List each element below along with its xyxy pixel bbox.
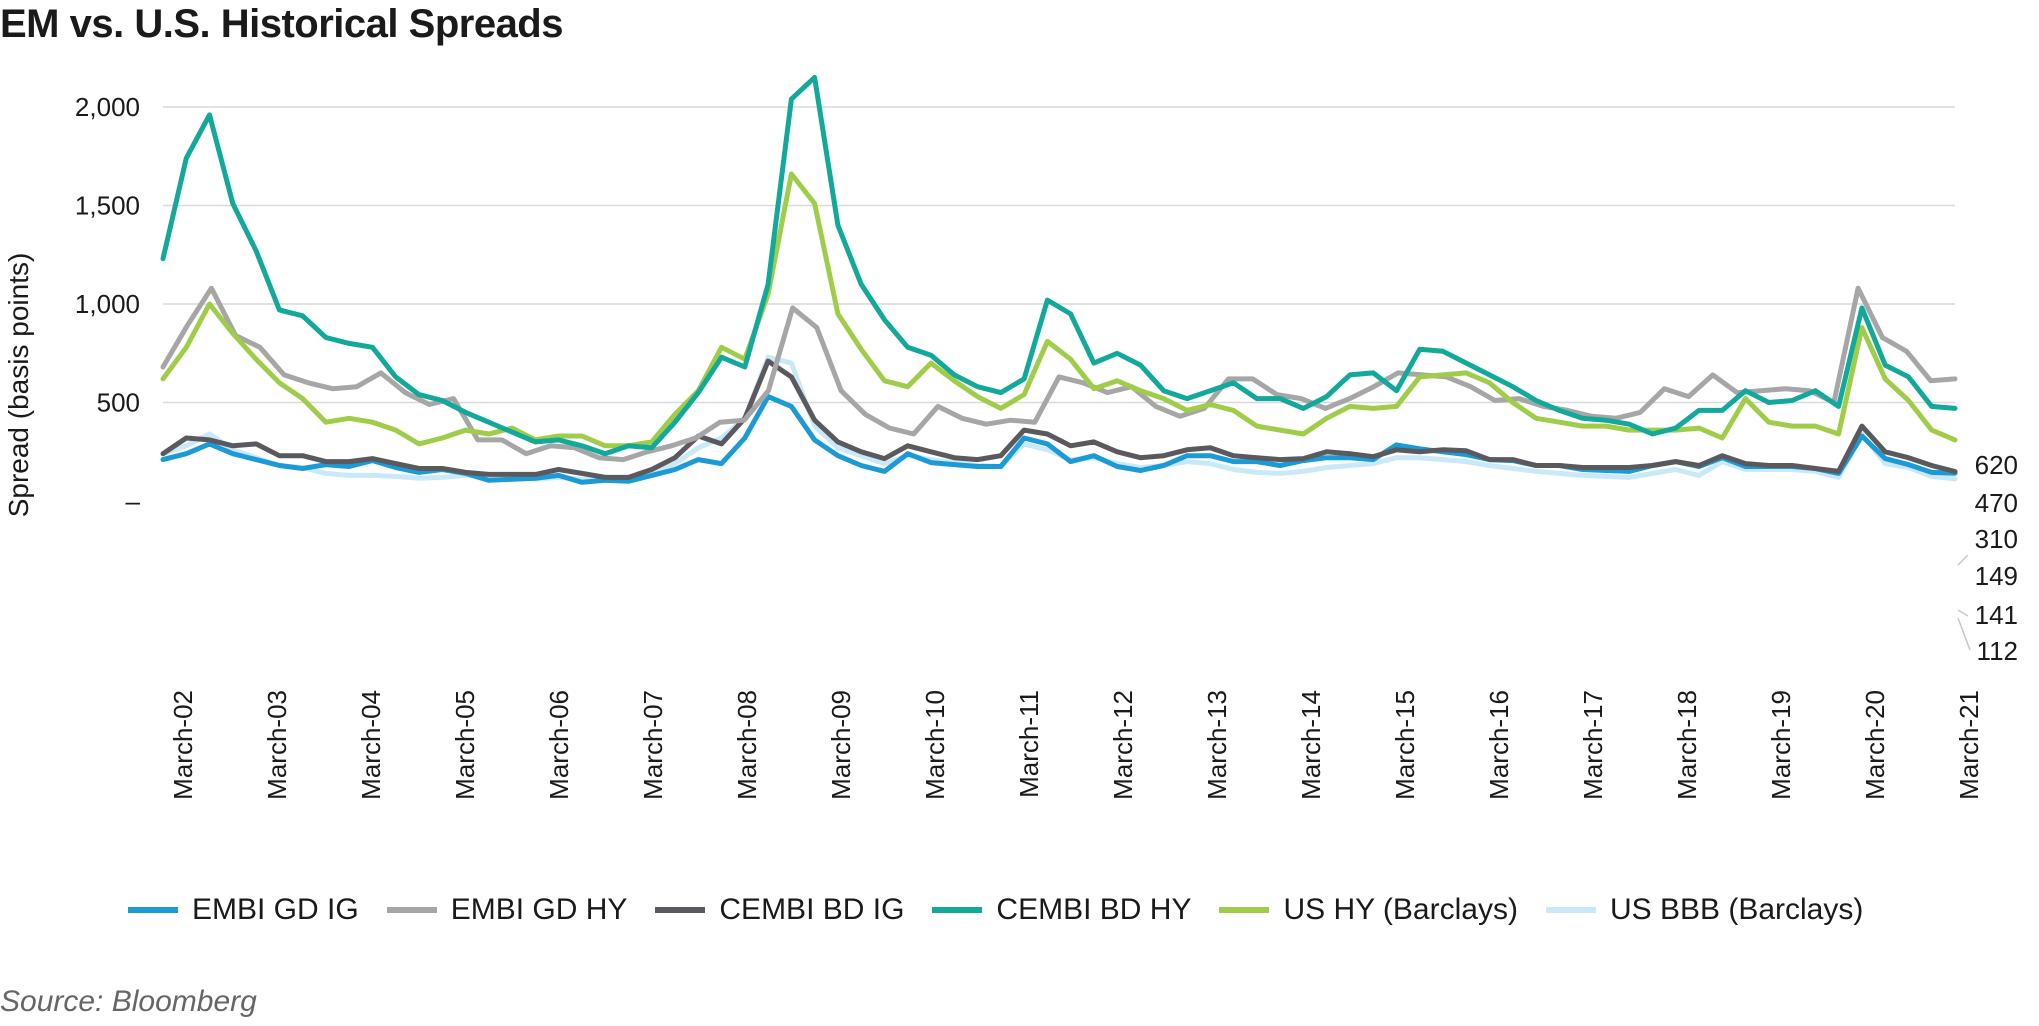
- x-tick-label: March-19: [1766, 690, 1796, 800]
- x-tick-label: March-04: [356, 690, 386, 800]
- legend-label: US BBB (Barclays): [1609, 893, 1864, 926]
- y-axis: – 500 1,000 1,500 2,000: [75, 92, 141, 516]
- legend-label: US HY (Barclays): [1283, 893, 1518, 926]
- legend-swatch: [932, 907, 983, 913]
- y-tick-label: 1,500: [75, 191, 140, 221]
- source-note: Source: Bloomberg: [0, 985, 257, 1018]
- end-label-leader: [1957, 617, 1971, 651]
- y-tick-label: 1,000: [75, 289, 140, 319]
- series-line-cembi-bd-ig: [160, 358, 1958, 480]
- y-tick-label: 2,000: [75, 92, 140, 122]
- legend-swatch: [386, 907, 437, 913]
- x-tick-label: March-02: [168, 690, 198, 800]
- y-tick-label: –: [126, 486, 141, 516]
- x-axis: March-02 March-03 March-04 March-05 March-06…: [168, 690, 1984, 800]
- legend-item: US HY (Barclays): [1219, 893, 1518, 927]
- legend-label: CEMBI BD HY: [996, 893, 1192, 926]
- end-value-label: 310: [1975, 524, 2018, 554]
- x-tick-label: March-16: [1484, 690, 1514, 800]
- x-tick-label: March-15: [1390, 690, 1420, 800]
- chart-title: EM vs. U.S. Historical Spreads: [0, 2, 564, 46]
- x-tick-label: March-11: [1014, 690, 1044, 798]
- x-tick-label: March-07: [638, 690, 668, 800]
- end-value-label: 112: [1977, 636, 2018, 666]
- legend-item: EMBI GD IG: [128, 893, 359, 927]
- x-tick-label: March-12: [1108, 690, 1138, 800]
- end-value-label: 141: [1975, 600, 2018, 630]
- series-line-embi-gd-hy: [160, 285, 1958, 463]
- x-tick-label: March-21: [1954, 690, 1984, 800]
- end-label-leader: [1957, 609, 1969, 617]
- legend-swatch: [1545, 907, 1596, 913]
- y-axis-label: Spread (basis points): [3, 253, 34, 518]
- x-tick-label: March-05: [450, 690, 480, 800]
- x-tick-label: March-13: [1202, 690, 1232, 800]
- x-tick-label: March-06: [544, 690, 574, 800]
- legend-swatch: [655, 907, 706, 913]
- legend-item: US BBB (Barclays): [1545, 893, 1864, 927]
- x-tick-label: March-17: [1578, 690, 1608, 800]
- x-tick-label: March-08: [732, 690, 762, 800]
- series-line-us-hy-barclays: [160, 171, 1958, 449]
- x-tick-label: March-03: [262, 690, 292, 800]
- x-tick-label: March-14: [1296, 690, 1326, 800]
- legend-swatch: [1219, 907, 1270, 913]
- x-tick-label: March-18: [1672, 690, 1702, 800]
- x-tick-label: March-20: [1860, 690, 1890, 800]
- x-tick-label: March-10: [920, 690, 950, 800]
- legend: EMBI GD IG EMBI GD HY CEMBI BD IG CEMBI BD …: [128, 893, 1891, 927]
- y-tick-label: 500: [97, 388, 140, 418]
- legend-item: CEMBI BD HY: [932, 893, 1191, 927]
- legend-label: CEMBI BD IG: [719, 893, 905, 926]
- legend-label: EMBI GD HY: [450, 893, 628, 926]
- legend-label: EMBI GD IG: [192, 893, 359, 926]
- legend-item: CEMBI BD IG: [655, 893, 904, 927]
- legend-item: EMBI GD HY: [386, 893, 628, 927]
- end-value-label: 620: [1975, 450, 2018, 480]
- end-value-label: 470: [1975, 488, 2018, 518]
- end-value-label: 149: [1975, 561, 2018, 591]
- gridlines: [163, 106, 1955, 404]
- end-label-leader: [1957, 554, 1969, 566]
- series-lines: [160, 74, 1958, 485]
- series-line-cembi-bd-hy: [160, 74, 1958, 457]
- legend-swatch: [128, 907, 178, 913]
- x-tick-label: March-09: [826, 690, 856, 800]
- end-labels: 620 470 310 149 141 112: [1957, 450, 2018, 666]
